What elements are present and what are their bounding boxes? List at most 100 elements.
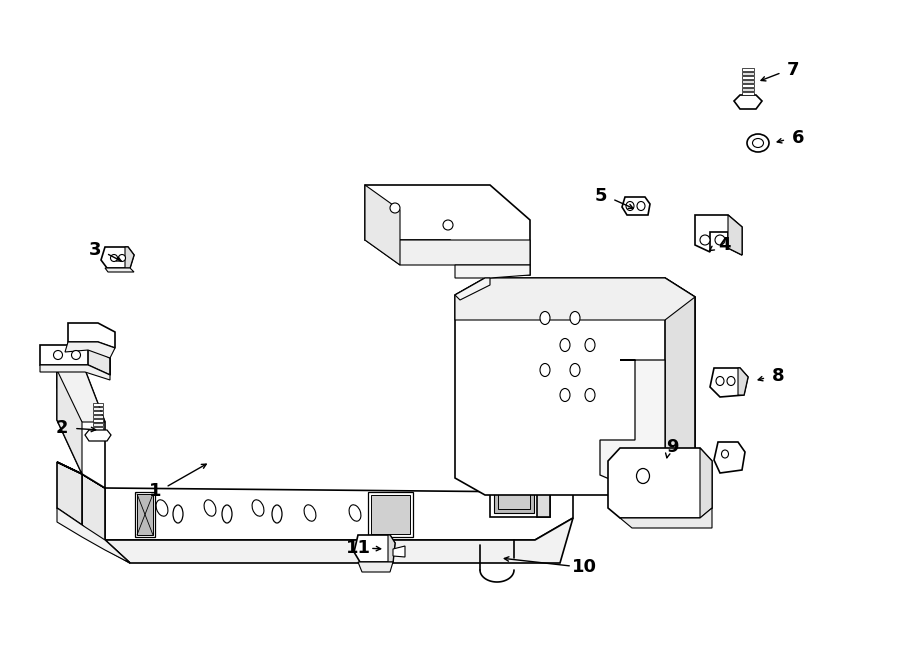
Polygon shape [742,84,754,87]
Polygon shape [494,472,534,513]
Polygon shape [620,508,712,528]
Polygon shape [371,495,410,534]
Ellipse shape [252,500,264,516]
Polygon shape [93,419,103,422]
Polygon shape [40,345,110,375]
Ellipse shape [111,254,118,261]
Polygon shape [368,492,413,537]
Polygon shape [135,492,155,537]
Ellipse shape [156,500,168,516]
Text: 3: 3 [89,241,101,259]
Text: 7: 7 [787,61,799,79]
Ellipse shape [540,363,550,377]
Ellipse shape [585,338,595,352]
Polygon shape [490,468,550,517]
Polygon shape [742,72,754,75]
Polygon shape [455,278,695,320]
Polygon shape [93,427,103,430]
Polygon shape [93,407,103,410]
Ellipse shape [222,505,232,523]
Polygon shape [742,80,754,83]
Polygon shape [608,448,712,518]
Polygon shape [710,368,748,397]
Ellipse shape [204,500,216,516]
Ellipse shape [722,450,728,458]
Polygon shape [40,365,110,380]
Polygon shape [57,370,105,422]
Ellipse shape [119,254,125,261]
Ellipse shape [560,389,570,401]
Polygon shape [105,268,134,272]
Ellipse shape [71,350,80,359]
Polygon shape [365,240,530,265]
Text: 11: 11 [346,539,371,557]
Polygon shape [93,411,103,414]
Text: 4: 4 [718,236,730,254]
Polygon shape [393,546,405,557]
Polygon shape [622,197,650,215]
Polygon shape [105,518,573,563]
Polygon shape [57,508,130,563]
Text: 6: 6 [792,129,805,147]
Ellipse shape [390,203,400,213]
Polygon shape [65,342,115,358]
Polygon shape [93,415,103,418]
Ellipse shape [700,235,710,245]
Polygon shape [85,430,111,441]
Polygon shape [354,535,395,562]
Polygon shape [695,215,742,255]
Polygon shape [82,474,130,563]
Text: 9: 9 [666,438,679,456]
Polygon shape [455,278,695,495]
Polygon shape [498,476,530,509]
Polygon shape [57,462,82,525]
Ellipse shape [637,201,645,211]
Ellipse shape [304,505,316,521]
Ellipse shape [716,377,724,385]
Polygon shape [137,494,153,535]
Ellipse shape [570,363,580,377]
Polygon shape [57,462,105,488]
Ellipse shape [715,235,725,245]
Polygon shape [537,468,550,517]
Polygon shape [105,468,573,540]
Ellipse shape [443,220,453,230]
Text: 10: 10 [572,558,597,576]
Ellipse shape [272,505,282,523]
Ellipse shape [747,134,769,152]
Polygon shape [101,247,134,268]
Polygon shape [728,215,742,255]
Polygon shape [714,442,745,473]
Polygon shape [734,95,762,109]
Polygon shape [365,185,530,275]
Polygon shape [93,423,103,426]
Ellipse shape [752,138,763,148]
Polygon shape [57,370,105,488]
Polygon shape [600,360,665,490]
Ellipse shape [626,201,634,211]
Polygon shape [742,88,754,91]
Polygon shape [455,278,490,300]
Text: 2: 2 [56,419,68,437]
Ellipse shape [636,469,650,483]
Polygon shape [358,562,393,572]
Ellipse shape [173,505,183,523]
Polygon shape [665,278,695,495]
Ellipse shape [540,312,550,324]
Polygon shape [700,448,712,518]
Ellipse shape [560,338,570,352]
Polygon shape [455,265,530,278]
Polygon shape [88,345,110,375]
Polygon shape [68,323,115,348]
Polygon shape [93,403,103,406]
Polygon shape [742,76,754,79]
Polygon shape [388,535,395,562]
Text: 1: 1 [148,482,161,500]
Polygon shape [57,370,82,474]
Polygon shape [742,92,754,95]
Ellipse shape [349,505,361,521]
Ellipse shape [585,389,595,401]
Ellipse shape [570,312,580,324]
Polygon shape [742,68,754,71]
Polygon shape [738,368,748,395]
